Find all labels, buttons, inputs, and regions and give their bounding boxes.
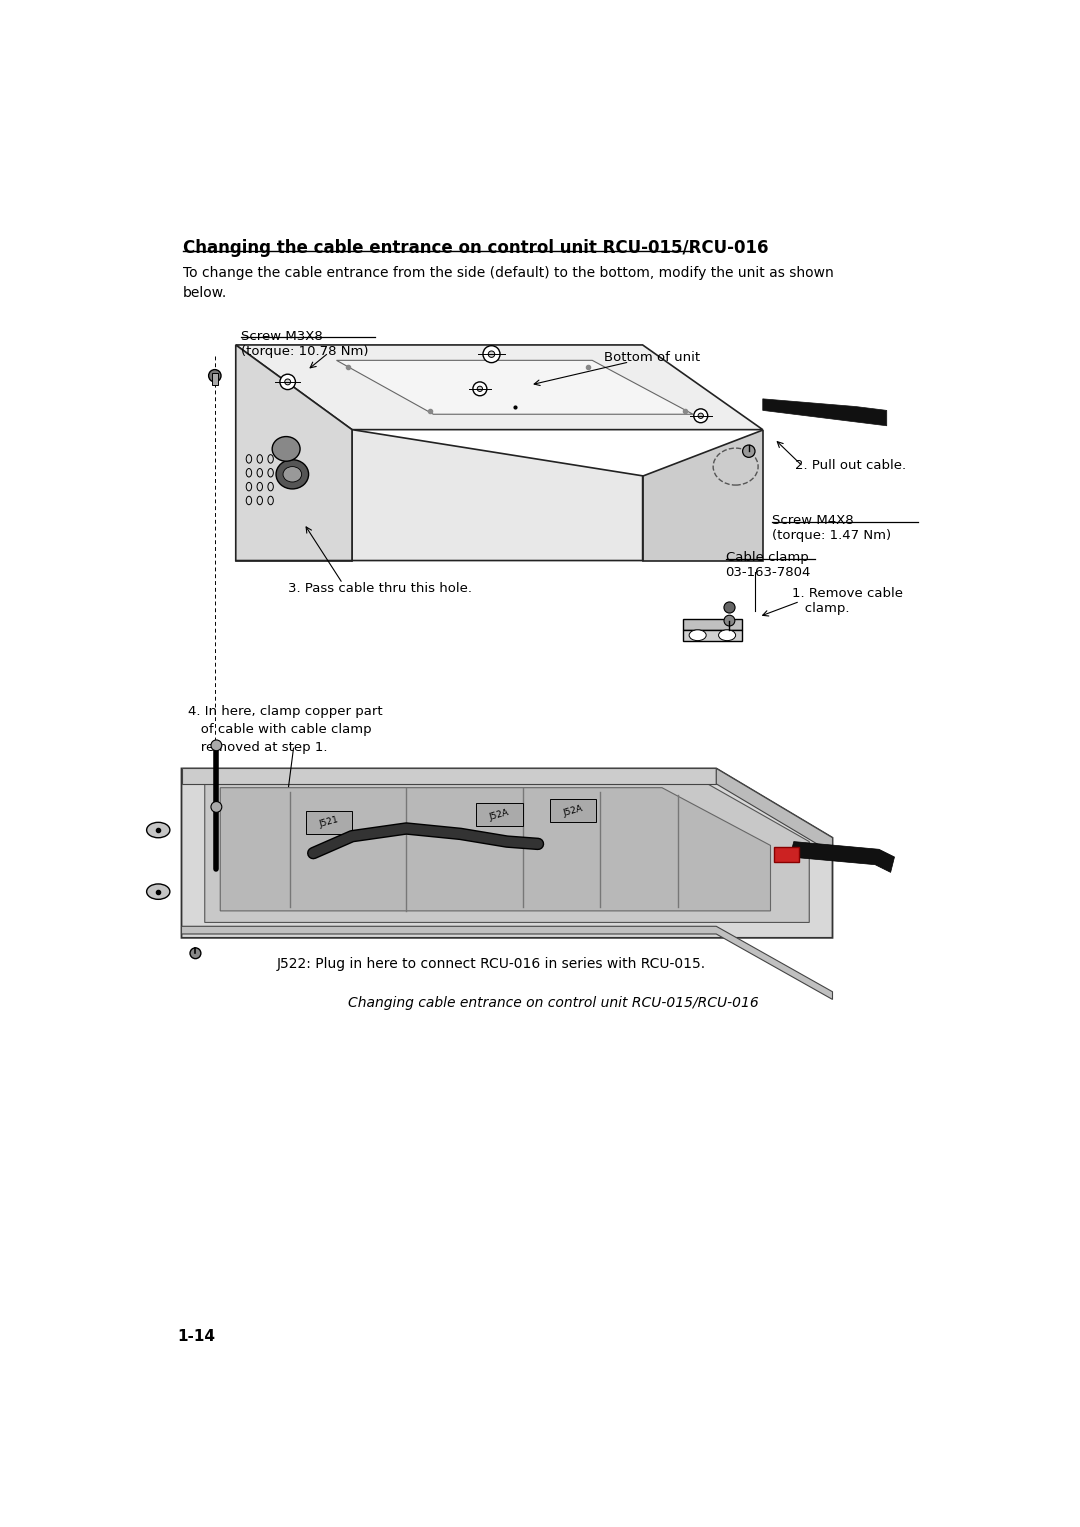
Circle shape (280, 374, 296, 389)
Circle shape (211, 802, 221, 812)
Text: J522: Plug in here to connect RCU-016 in series with RCU-015.: J522: Plug in here to connect RCU-016 in… (276, 957, 706, 971)
Circle shape (693, 409, 707, 423)
Circle shape (743, 444, 755, 458)
Text: Screw M3X8
(torque: 10.78 Nm): Screw M3X8 (torque: 10.78 Nm) (241, 330, 368, 357)
Circle shape (285, 379, 291, 385)
Text: J521: J521 (318, 815, 339, 829)
Bar (683, 629, 742, 641)
Text: To change the cable entrance from the side (default) to the bottom, modify the u: To change the cable entrance from the si… (183, 266, 834, 299)
Polygon shape (789, 841, 894, 872)
Circle shape (190, 948, 201, 959)
Polygon shape (643, 429, 762, 560)
Ellipse shape (147, 884, 170, 899)
Bar (306, 811, 352, 834)
Text: J52A: J52A (488, 808, 510, 822)
Circle shape (724, 615, 734, 626)
Circle shape (477, 386, 483, 391)
Polygon shape (205, 780, 809, 922)
Ellipse shape (272, 437, 300, 461)
Polygon shape (235, 429, 352, 560)
Text: 1-14: 1-14 (177, 1328, 216, 1344)
Circle shape (211, 741, 221, 751)
Circle shape (483, 345, 500, 362)
Polygon shape (235, 345, 762, 429)
Polygon shape (352, 429, 643, 560)
Circle shape (473, 382, 487, 395)
Bar (550, 799, 596, 823)
Bar (774, 847, 799, 863)
Text: J52A: J52A (562, 803, 584, 818)
Circle shape (208, 370, 221, 382)
Text: Screw M4X8
(torque: 1.47 Nm): Screw M4X8 (torque: 1.47 Nm) (772, 515, 891, 542)
Bar (683, 618, 742, 629)
Text: 3. Pass cable thru this hole.: 3. Pass cable thru this hole. (287, 582, 472, 596)
Text: Changing the cable entrance on control unit RCU-015/RCU-016: Changing the cable entrance on control u… (183, 238, 769, 257)
Ellipse shape (283, 467, 301, 483)
Ellipse shape (147, 823, 170, 838)
Text: 4. In here, clamp copper part
   of cable with cable clamp
   removed at step 1.: 4. In here, clamp copper part of cable w… (188, 705, 382, 754)
Ellipse shape (276, 460, 309, 489)
Polygon shape (762, 399, 887, 426)
Text: Bottom of unit: Bottom of unit (604, 351, 700, 363)
Polygon shape (181, 768, 716, 783)
Circle shape (488, 351, 495, 357)
Ellipse shape (689, 629, 706, 641)
Polygon shape (337, 360, 693, 414)
Polygon shape (235, 345, 352, 560)
Polygon shape (181, 927, 833, 1000)
Text: Changing cable entrance on control unit RCU-015/RCU-016: Changing cable entrance on control unit … (348, 996, 759, 1009)
Circle shape (698, 414, 703, 418)
Bar (476, 803, 523, 826)
Text: 2. Pull out cable.: 2. Pull out cable. (795, 460, 906, 472)
Ellipse shape (718, 629, 735, 641)
Polygon shape (181, 768, 833, 938)
Text: 1. Remove cable
   clamp.: 1. Remove cable clamp. (793, 588, 903, 615)
Polygon shape (220, 788, 770, 912)
Text: Cable clamp
03-163-7804: Cable clamp 03-163-7804 (726, 551, 811, 579)
Polygon shape (716, 768, 833, 854)
Bar (212, 373, 218, 385)
